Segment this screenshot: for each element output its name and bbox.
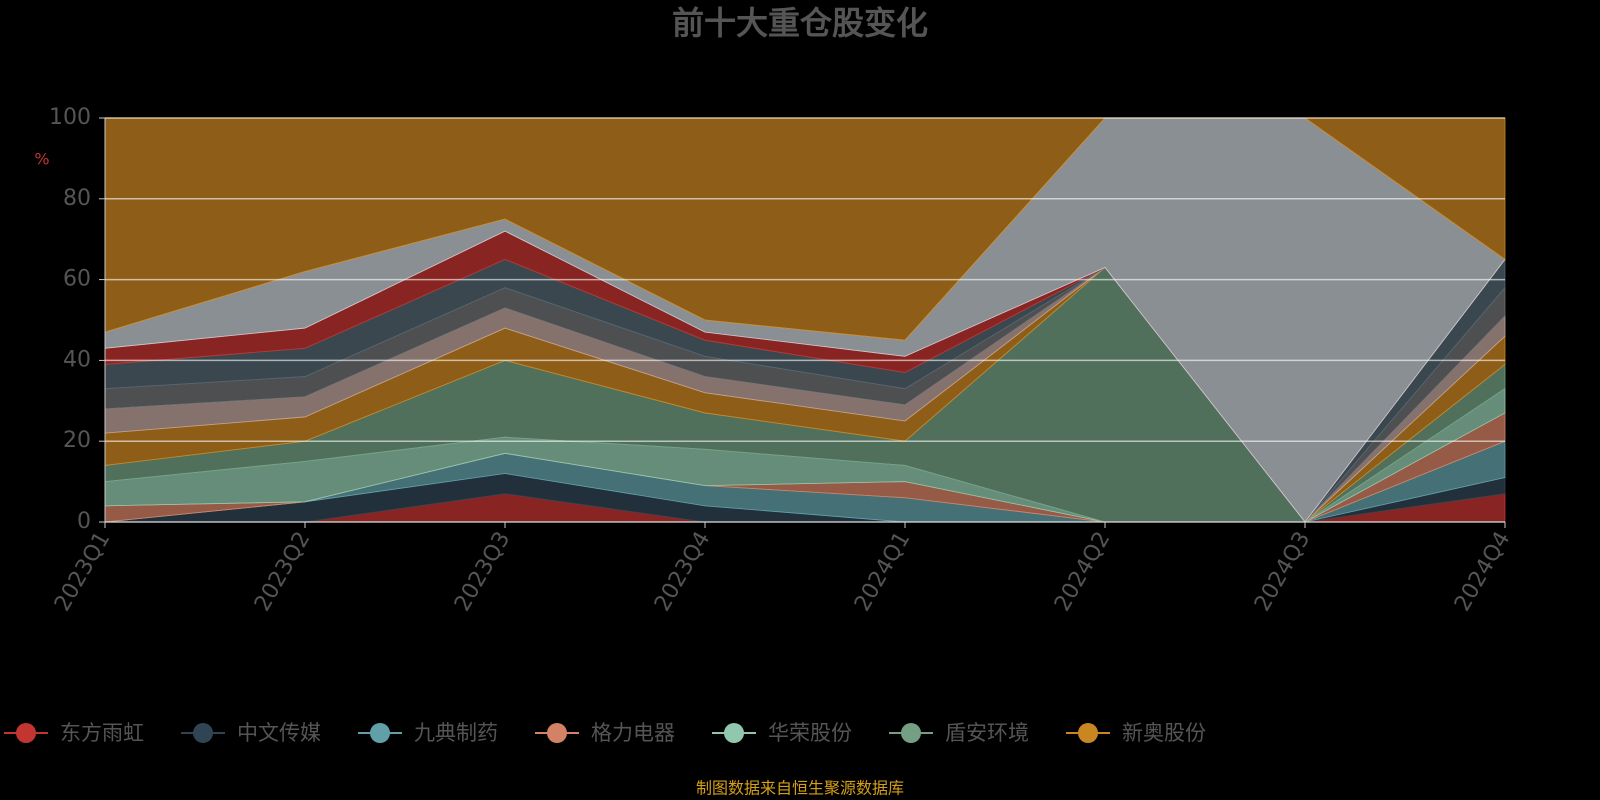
legend-label: 格力电器 bbox=[591, 721, 675, 745]
legend-marker bbox=[370, 723, 390, 743]
y-tick-label: 60 bbox=[63, 267, 91, 292]
source-note: 制图数据来自恒生聚源数据库 bbox=[696, 779, 904, 798]
legend-marker bbox=[724, 723, 744, 743]
x-tick-label: 2023Q4 bbox=[650, 528, 715, 616]
y-tick-label: 20 bbox=[63, 428, 91, 453]
legend-marker bbox=[901, 723, 921, 743]
y-tick-label: 100 bbox=[49, 105, 91, 130]
y-axis-label: % bbox=[34, 150, 49, 169]
legend-marker bbox=[16, 723, 36, 743]
y-tick-label: 40 bbox=[63, 347, 91, 372]
x-tick-label: 2024Q1 bbox=[850, 528, 915, 616]
x-tick-label: 2024Q2 bbox=[1050, 528, 1115, 616]
chart-title: 前十大重仓股变化 bbox=[672, 4, 928, 42]
legend-label: 华荣股份 bbox=[768, 721, 852, 745]
legend-label: 中文传媒 bbox=[237, 721, 321, 745]
legend-label: 九典制药 bbox=[414, 721, 498, 745]
legend-label: 东方雨虹 bbox=[60, 721, 144, 745]
legend-marker bbox=[1078, 723, 1098, 743]
y-tick-label: 0 bbox=[77, 509, 91, 534]
legend-marker bbox=[193, 723, 213, 743]
x-tick-label: 2024Q4 bbox=[1450, 528, 1515, 616]
x-tick-label: 2023Q3 bbox=[450, 528, 515, 616]
x-tick-label: 2023Q2 bbox=[250, 528, 315, 616]
legend-marker bbox=[547, 723, 567, 743]
x-tick-label: 2023Q1 bbox=[50, 528, 115, 616]
y-tick-label: 80 bbox=[63, 186, 91, 211]
legend-label: 盾安环境 bbox=[945, 721, 1029, 745]
legend-label: 新奥股份 bbox=[1122, 721, 1206, 745]
x-tick-label: 2024Q3 bbox=[1250, 528, 1315, 616]
